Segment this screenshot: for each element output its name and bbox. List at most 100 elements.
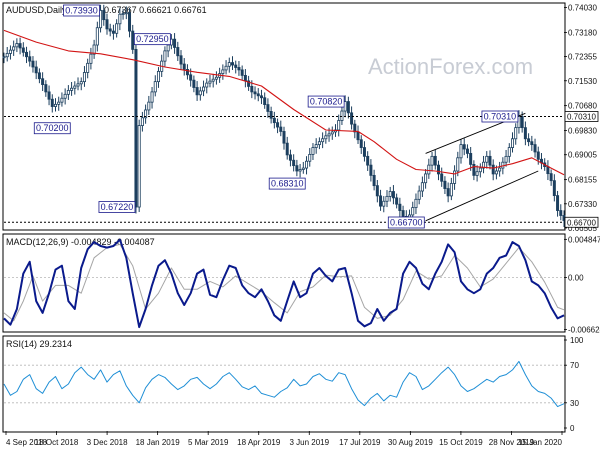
candle-body — [375, 185, 379, 197]
rsi-y-tick-label: 100 — [570, 336, 584, 345]
macd-panel-header: MACD(12,26,9) -0.004829 -0.004087 — [6, 237, 155, 247]
candle-body — [279, 126, 283, 132]
candle-body — [359, 139, 363, 148]
rsi-line — [3, 360, 565, 408]
candle-body — [115, 23, 119, 34]
candle-body — [443, 180, 447, 189]
candle-body — [105, 19, 109, 30]
candle-body — [459, 144, 463, 159]
price-y-tick-label: 0.74030 — [568, 4, 597, 13]
candle-body — [536, 151, 540, 160]
price-y-tick-label: 0.68155 — [568, 176, 597, 185]
x-tick-label: 3 Jun 2019 — [289, 438, 329, 447]
candle-body — [549, 173, 553, 182]
candle-body — [475, 171, 479, 176]
candle-body — [147, 101, 151, 111]
candle-body — [478, 167, 482, 173]
candle-body — [263, 97, 267, 105]
candle-body — [47, 91, 51, 100]
candle-body — [494, 170, 498, 175]
x-tick-label: 18 Jan 2019 — [136, 438, 181, 447]
price-annotation-label: 0.70820 — [310, 97, 343, 107]
candle-body — [520, 116, 524, 129]
candle-body — [111, 30, 115, 34]
candle-body — [44, 84, 48, 93]
candle-body — [353, 123, 357, 133]
candle-body — [523, 127, 527, 140]
price-plot: 0.73930 0.72950 0.70200 0.67220 0.70820 0.683… — [2, 4, 566, 229]
candle-body — [388, 191, 392, 197]
candle-body — [298, 169, 302, 172]
candle-body — [282, 131, 286, 144]
price-y-tick-label: 0.72355 — [568, 53, 597, 62]
candle-body — [498, 167, 502, 172]
candle-body — [504, 155, 508, 163]
candle-body — [317, 141, 321, 146]
price-tag-box — [564, 216, 599, 228]
candle-body — [311, 147, 315, 155]
candle-body — [237, 67, 241, 71]
candle-body — [272, 117, 276, 124]
x-tick-label: 5 Mar 2019 — [188, 438, 229, 447]
candle-body — [453, 170, 457, 184]
candle-body — [491, 164, 495, 175]
candle-body — [76, 83, 80, 87]
macd-line — [3, 238, 565, 329]
candle-body — [301, 167, 305, 170]
candle-body — [259, 95, 263, 99]
candle-body — [427, 164, 431, 175]
candle-body — [369, 164, 373, 176]
rsi-panel-header: RSI(14) 29.2314 — [6, 339, 72, 349]
candle-body — [73, 85, 77, 89]
candle-body — [89, 53, 93, 64]
candle-body — [176, 47, 180, 57]
price-y-tick-label: 0.71530 — [568, 77, 597, 86]
price-y-tick-label: 0.66505 — [568, 224, 597, 233]
candle-body — [395, 197, 399, 205]
price-annotation-label: 0.66700 — [390, 218, 423, 228]
candle-body — [2, 56, 6, 59]
candle-body — [185, 69, 189, 76]
candle-body — [198, 90, 202, 96]
x-tick-label: 18 Oct 2018 — [35, 438, 79, 447]
candle-body — [166, 44, 170, 52]
candle-body — [324, 135, 328, 140]
candle-body — [433, 155, 437, 166]
candle-body — [482, 161, 486, 169]
x-tick-label: 4 Sep 2018 — [6, 438, 47, 447]
rsi-y-tick-label: 70 — [570, 361, 579, 370]
price-annotation-box — [481, 110, 519, 123]
price-annotation-box — [98, 201, 136, 213]
x-tick-label: 17 Jul 2019 — [339, 438, 381, 447]
candle-body — [507, 147, 511, 157]
rsi-plot — [3, 360, 565, 408]
candle-body — [372, 174, 376, 187]
candle-body — [182, 63, 186, 70]
candle-body — [102, 10, 106, 21]
candle-body — [417, 190, 421, 200]
candle-body — [227, 62, 231, 67]
candle-body — [131, 30, 135, 50]
candle-body — [221, 69, 225, 74]
candle-body — [92, 44, 96, 55]
candle-body — [95, 27, 99, 46]
candle-body — [121, 13, 125, 15]
rsi-panel-frame — [2, 335, 566, 433]
price-annotation-label: 0.70310 — [484, 112, 517, 122]
price-y-tick-label: 0.69005 — [568, 151, 597, 160]
candle-body — [21, 47, 25, 53]
x-tick-label: 30 Aug 2019 — [388, 438, 433, 447]
candle-body — [440, 173, 444, 182]
macd-y-tick-label: -0.006624 — [568, 326, 600, 335]
candle-body — [379, 195, 383, 207]
price-annotation-box — [33, 122, 71, 135]
candle-body — [488, 155, 492, 166]
x-tick-label: 15 Oct 2019 — [439, 438, 483, 447]
candle-body — [411, 207, 415, 216]
candle-body — [15, 43, 19, 48]
candle-body — [179, 55, 183, 65]
candle-body — [140, 117, 144, 126]
candle-body — [314, 144, 318, 148]
candle-body — [424, 173, 428, 184]
candle-body — [340, 110, 344, 121]
